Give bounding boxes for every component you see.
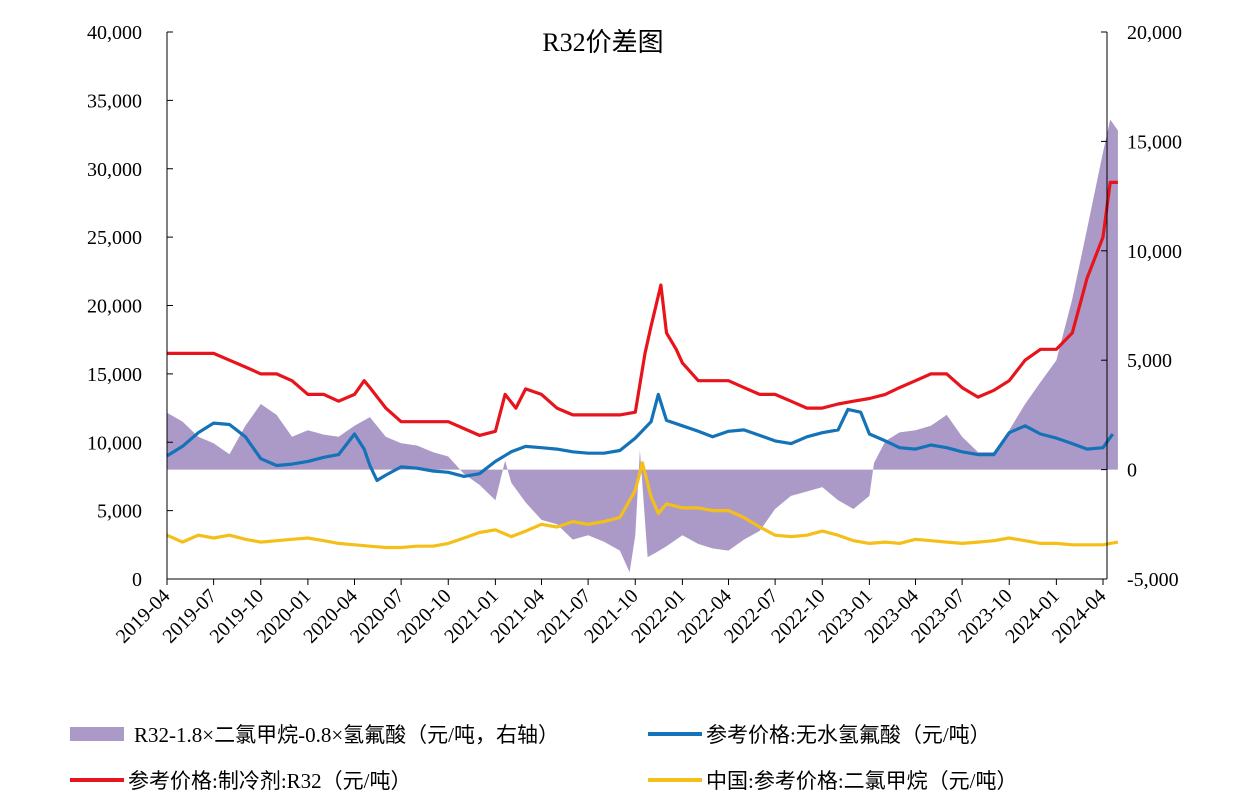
legend-label-r32: 参考价格:制冷剂:R32（元/吨） [128, 769, 412, 793]
y-left-tick-label: 35,000 [87, 90, 142, 112]
chart-title: R32价差图 [542, 28, 663, 57]
y-left-tick-label: 15,000 [87, 364, 142, 386]
y-left-tick-label: 20,000 [87, 296, 142, 318]
legend-label-spread: R32-1.8×二氯甲烷-0.8×氢氟酸（元/吨，右轴） [134, 723, 560, 747]
y-right-tick-label: 10,000 [1127, 241, 1182, 263]
price-lines-layer [166, 180, 1119, 550]
y-right-tick-label: 20,000 [1127, 22, 1182, 44]
series-line-dcm [166, 461, 1119, 550]
y-left-tick-label: 5,000 [97, 501, 142, 523]
legend-label-dcm: 中国:参考价格:二氯甲烷（元/吨） [706, 769, 1018, 793]
legend-item-dcm: 中国:参考价格:二氯甲烷（元/吨） [648, 762, 1018, 798]
y-left-tick-label: 25,000 [87, 227, 142, 249]
y-right-tick-label: 15,000 [1127, 131, 1182, 153]
r32-spread-chart: R32价差图 0 5,000 10,000 15,000 20,000 25,000 30,… [87, 22, 1182, 648]
y-left-tick-label: 30,000 [87, 159, 142, 181]
legend-swatch-spread [70, 727, 124, 741]
legend-item-r32: 参考价格:制冷剂:R32（元/吨） [70, 762, 412, 798]
series-line-hf [166, 392, 1115, 483]
y-left-tick-label: 40,000 [87, 22, 142, 44]
chart-legend: R32-1.8×二氯甲烷-0.8×氢氟酸（元/吨，右轴） 参考价格:无水氢氟酸（… [0, 714, 1256, 802]
spread-area-layer [167, 119, 1118, 573]
legend-swatch-hf [648, 732, 702, 736]
series-area-spread [167, 119, 1118, 573]
y-left-tick-label: 0 [132, 569, 142, 591]
y-right-tick-label: 5,000 [1127, 350, 1172, 372]
series-line-r32 [167, 180, 1118, 437]
legend-swatch-dcm [648, 778, 702, 782]
legend-item-hf: 参考价格:无水氢氟酸（元/吨） [648, 716, 991, 752]
axes-layer: 0 5,000 10,000 15,000 20,000 25,000 30,000 35,0… [87, 22, 1182, 648]
y-left-tick-label: 10,000 [87, 432, 142, 454]
y-right-tick-label: 0 [1127, 460, 1137, 482]
legend-swatch-r32 [70, 778, 124, 782]
y-right-tick-label: -5,000 [1127, 569, 1179, 591]
legend-item-spread: R32-1.8×二氯甲烷-0.8×氢氟酸（元/吨，右轴） [70, 716, 559, 752]
legend-label-hf: 参考价格:无水氢氟酸（元/吨） [706, 723, 991, 747]
